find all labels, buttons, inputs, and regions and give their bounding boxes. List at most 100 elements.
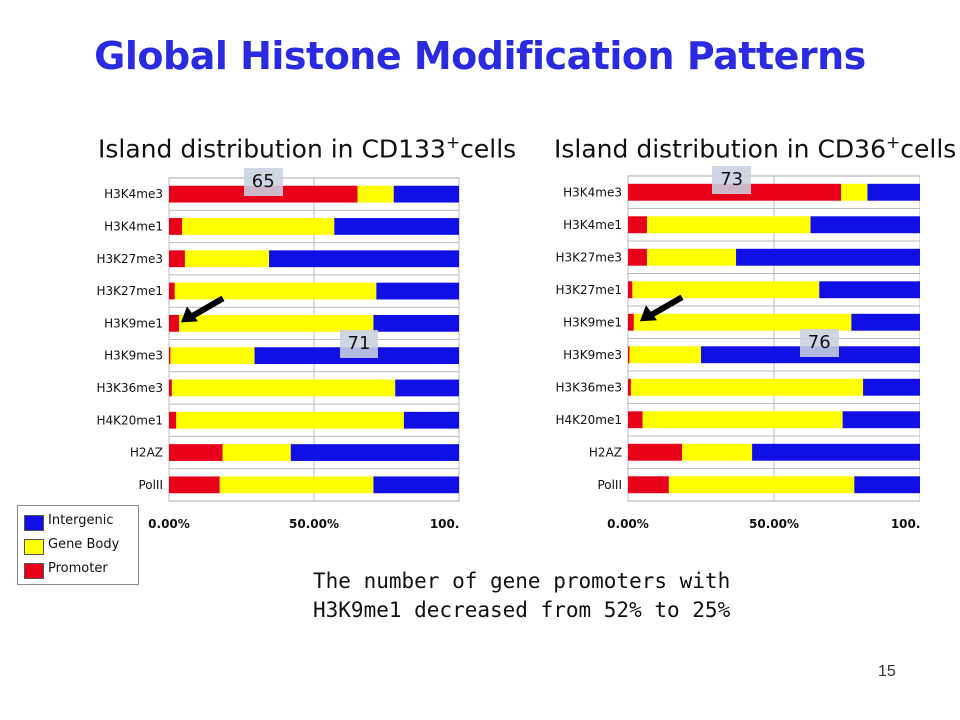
bar-promoter-polii	[169, 476, 220, 494]
legend-swatch-promoter	[24, 563, 44, 579]
bar-promoter-h3k27me1	[169, 282, 175, 300]
arrow-shaft	[188, 295, 225, 320]
bar-gene-body-h3k9me1	[179, 314, 374, 332]
callout-73: 73	[712, 166, 752, 195]
category-label-h3k4me1: H3K4me1	[563, 218, 622, 232]
bar-promoter-polii	[628, 476, 669, 494]
x-tick-label-1: 50.00%	[289, 517, 339, 531]
category-label-h3k27me3: H3K27me3	[96, 252, 163, 266]
bar-intergenic-h3k27me1	[819, 281, 920, 299]
bar-gene-body-h3k4me1	[646, 216, 811, 234]
bar-promoter-h3k27me1	[628, 281, 633, 299]
bar-gene-body-h3k4me1	[182, 218, 335, 235]
chart-cd36-title: Island distribution in CD36+cells	[554, 133, 957, 164]
category-label-h3k4me3: H3K4me3	[104, 187, 163, 201]
arrow-icon	[181, 295, 225, 323]
bar-intergenic-h3k27me1	[376, 282, 459, 300]
bar-gene-body-h3k9me3	[170, 347, 255, 365]
x-tick-label-2: 100.00%	[891, 517, 920, 531]
category-label-h3k4me3: H3K4me3	[563, 185, 622, 199]
bar-intergenic-h3k27me3	[736, 248, 920, 266]
page-number: 15	[878, 663, 896, 680]
category-label-h2az: H2AZ	[589, 445, 622, 459]
bar-promoter-h2az	[628, 443, 683, 461]
bar-gene-body-h3k4me3	[841, 183, 868, 201]
bar-gene-body-h3k4me3	[357, 185, 394, 203]
bar-gene-body-polii	[219, 476, 374, 494]
bar-intergenic-h4k20me1	[842, 411, 920, 429]
category-label-h3k4me1: H3K4me1	[104, 219, 163, 233]
slide-title: Global Histone Modification Patterns	[94, 34, 866, 78]
bar-intergenic-polii	[854, 476, 920, 494]
callout-71: 71	[339, 329, 379, 358]
slide-caption: The number of gene promoters with H3K9me…	[313, 567, 730, 625]
bar-intergenic-h3k4me3	[393, 185, 459, 203]
chart-cd36: H3K4me3 H3K4me1 H3K27me3 H3K27me1 H3K9me1 H3K…	[500, 118, 956, 548]
bar-promoter-h2az	[169, 444, 223, 461]
arrow-shaft	[647, 294, 684, 319]
bar-gene-body-h3k27me3	[646, 248, 737, 266]
category-label-h3k9me3: H3K9me3	[563, 348, 622, 362]
chart-cd133-title: Island distribution in CD133+cells	[98, 133, 517, 164]
bar-gene-body-h3k36me3	[630, 378, 864, 396]
bar-promoter-h3k9me1	[628, 313, 634, 331]
bar-promoter-h3k4me1	[169, 218, 183, 235]
bar-intergenic-h2az	[290, 444, 459, 461]
legend-label-gene-body: Gene Body	[48, 537, 120, 552]
bar-intergenic-h3k9me1	[373, 314, 459, 332]
bar-intergenic-h4k20me1	[403, 411, 459, 429]
bar-gene-body-h4k20me1	[176, 411, 404, 429]
legend-label-intergenic: Intergenic	[48, 513, 114, 528]
category-label-polii: PolII	[138, 478, 163, 492]
legend-label-promoter: Promoter	[48, 561, 108, 576]
bar-intergenic-h2az	[752, 443, 920, 461]
bar-promoter-h4k20me1	[169, 411, 177, 429]
caption-line-1: The number of gene promoters with	[313, 569, 731, 593]
bar-gene-body-h3k9me1	[633, 313, 852, 331]
bar-intergenic-h3k4me1	[334, 218, 459, 235]
bar-intergenic-h3k36me3	[395, 379, 459, 397]
bar-gene-body-h4k20me1	[642, 411, 843, 429]
bar-gene-body-h3k9me3	[629, 346, 701, 364]
category-label-h4k20me1: H4K20me1	[96, 413, 163, 427]
bar-promoter-h3k36me3	[628, 378, 631, 396]
x-tick-label-0: 0.00%	[148, 517, 190, 531]
bar-gene-body-h3k36me3	[171, 379, 396, 397]
bar-promoter-h3k4me1	[628, 216, 647, 234]
category-label-h3k36me3: H3K36me3	[96, 381, 163, 395]
bar-promoter-h3k27me3	[169, 250, 185, 268]
x-tick-label-1: 50.00%	[749, 517, 799, 531]
category-label-h4k20me1: H4K20me1	[555, 413, 622, 427]
bar-promoter-h3k27me3	[628, 248, 647, 266]
legend-swatch-gene-body	[24, 539, 44, 555]
category-label-polii: PolII	[597, 478, 622, 492]
category-label-h3k9me1: H3K9me1	[104, 316, 163, 330]
category-label-h3k9me3: H3K9me3	[104, 349, 163, 363]
bar-gene-body-polii	[668, 476, 855, 494]
callout-65: 65	[243, 168, 283, 197]
bar-gene-body-h3k27me1	[632, 281, 820, 299]
chart-legend: Intergenic Gene Body Promoter	[17, 505, 139, 585]
arrow-icon	[640, 294, 684, 322]
callout-76: 76	[799, 328, 839, 357]
x-tick-label-2: 100.00%	[430, 517, 460, 531]
x-tick-label-0: 0.00%	[607, 517, 649, 531]
legend-swatch-intergenic	[24, 515, 44, 531]
category-label-h2az: H2AZ	[130, 446, 163, 460]
caption-line-2: H3K9me1 decreased from 52% to 25%	[313, 598, 731, 622]
category-label-h3k36me3: H3K36me3	[555, 380, 622, 394]
bar-gene-body-h3k27me1	[174, 282, 377, 300]
bar-promoter-h4k20me1	[628, 411, 643, 429]
bar-promoter-h3k36me3	[169, 379, 172, 397]
bar-intergenic-h3k27me3	[269, 250, 459, 268]
bar-gene-body-h2az	[222, 444, 291, 461]
bar-promoter-h3k9me1	[169, 314, 180, 332]
category-label-h3k27me3: H3K27me3	[555, 250, 622, 264]
category-label-h3k27me1: H3K27me1	[96, 284, 163, 298]
bar-gene-body-h3k27me3	[184, 250, 270, 268]
category-label-h3k9me1: H3K9me1	[563, 315, 622, 329]
bar-intergenic-polii	[373, 476, 459, 494]
bar-gene-body-h2az	[682, 443, 753, 461]
chart-cd133-plot: H3K4me3 H3K4me1 H3K27me3 H3K27me1 H3K9me1 H3K…	[96, 177, 460, 531]
bar-promoter-h3k9me3	[628, 346, 630, 364]
